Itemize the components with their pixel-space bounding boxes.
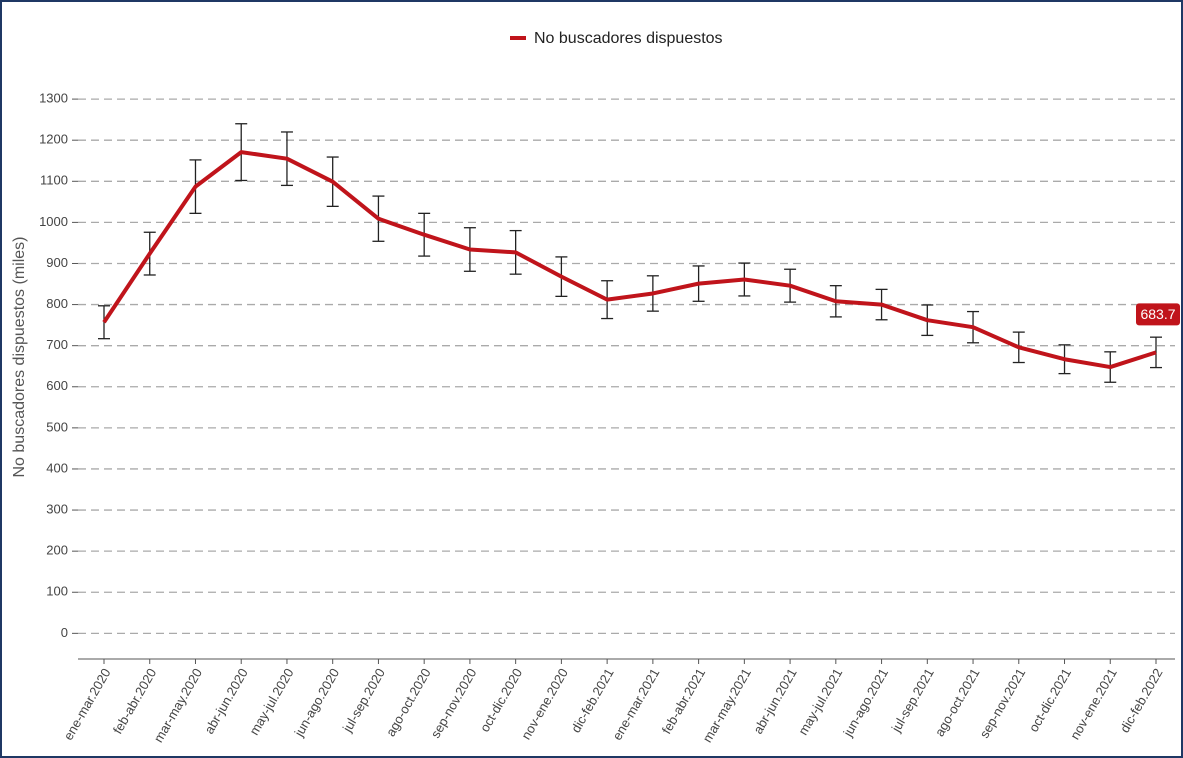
y-tick-label: 700 [46, 337, 68, 352]
y-tick-label: 900 [46, 255, 68, 270]
y-tick-label: 200 [46, 543, 68, 558]
line [102, 150, 1157, 370]
y-tick-label: 1100 [40, 173, 68, 188]
legend-label: No buscadores dispuestos [534, 30, 723, 47]
y-axis-label: No buscadores dispuestos (miles) [11, 237, 28, 478]
data-label-box [1136, 303, 1180, 326]
y-tick-label: 600 [46, 378, 68, 393]
y-tick-label: 100 [46, 584, 68, 599]
data-label: 683.7 [1140, 306, 1175, 322]
y-tick-label: 500 [46, 419, 68, 434]
y-tick-label: 800 [46, 296, 68, 311]
y-tick-label: 400 [46, 460, 68, 475]
y-tick-label: 1200 [39, 132, 68, 147]
y-tick-label: 0 [61, 625, 68, 640]
y-tick-label: 1000 [39, 214, 68, 229]
y-tick-label: 300 [46, 501, 68, 516]
y-tick-label: 1300 [39, 91, 68, 106]
